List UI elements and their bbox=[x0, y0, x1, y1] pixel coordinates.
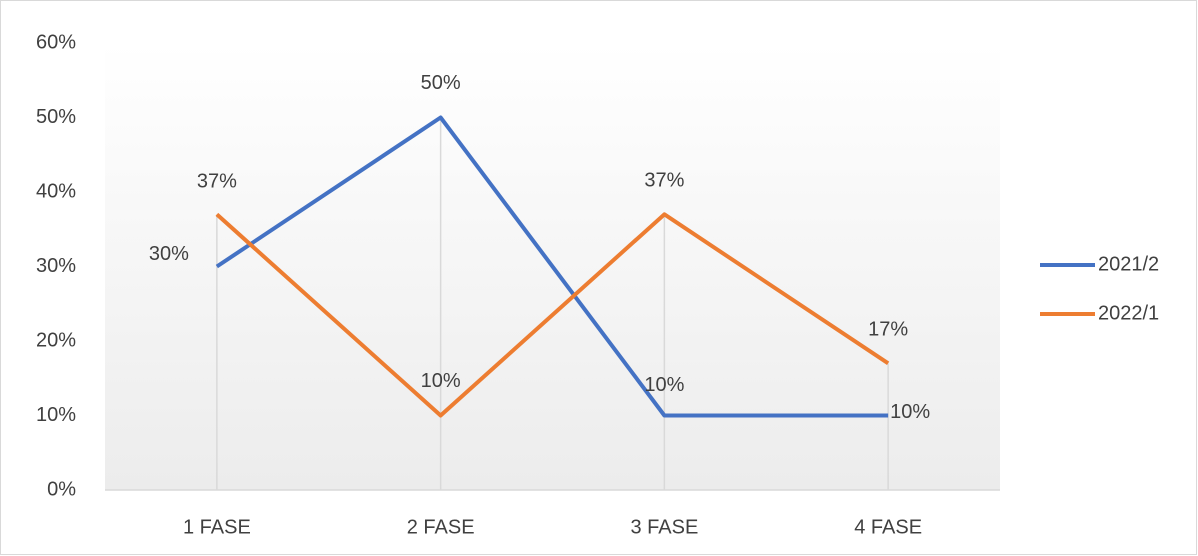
data-label: 30% bbox=[149, 243, 189, 265]
y-tick-label: 60% bbox=[36, 31, 76, 53]
series-line bbox=[215, 115, 889, 418]
legend-label: 2021/2 bbox=[1098, 253, 1159, 275]
data-label: 17% bbox=[868, 319, 908, 341]
y-tick-label: 40% bbox=[36, 180, 76, 202]
data-label: 50% bbox=[421, 72, 461, 94]
data-label: 10% bbox=[421, 370, 461, 392]
y-tick-label: 0% bbox=[47, 478, 76, 500]
y-tick-label: 10% bbox=[36, 404, 76, 426]
x-tick-label: 1 FASE bbox=[183, 516, 251, 538]
x-tick-label: 3 FASE bbox=[630, 516, 698, 538]
data-label: 37% bbox=[197, 171, 237, 193]
data-label: 10% bbox=[644, 374, 684, 396]
legend-label: 2022/1 bbox=[1098, 302, 1159, 324]
data-label: 10% bbox=[890, 401, 930, 423]
x-tick-label: 4 FASE bbox=[854, 516, 922, 538]
x-tick-label: 2 FASE bbox=[407, 516, 475, 538]
series-line bbox=[215, 212, 890, 418]
data-label: 37% bbox=[644, 170, 684, 192]
y-tick-label: 30% bbox=[36, 255, 76, 277]
y-tick-label: 20% bbox=[36, 329, 76, 351]
y-tick-label: 50% bbox=[36, 106, 76, 128]
